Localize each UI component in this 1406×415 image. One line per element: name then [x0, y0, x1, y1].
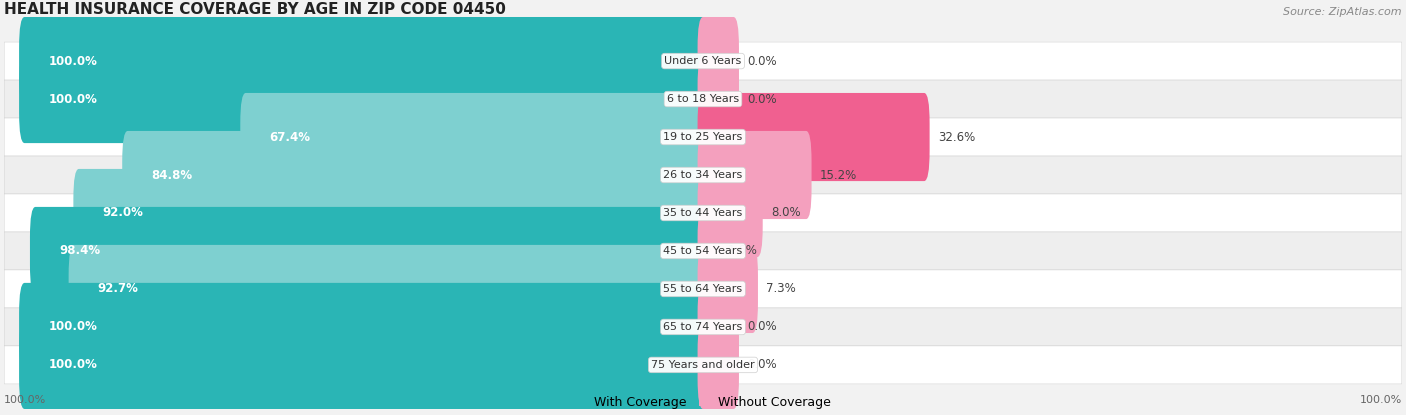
Legend: With Coverage, Without Coverage: With Coverage, Without Coverage — [571, 391, 835, 414]
FancyBboxPatch shape — [122, 131, 709, 219]
Text: 26 to 34 Years: 26 to 34 Years — [664, 170, 742, 180]
FancyBboxPatch shape — [4, 156, 1402, 194]
Text: 55 to 64 Years: 55 to 64 Years — [664, 284, 742, 294]
FancyBboxPatch shape — [4, 346, 1402, 384]
Text: 7.3%: 7.3% — [766, 283, 796, 295]
Text: 100.0%: 100.0% — [48, 54, 97, 68]
Text: 0.0%: 0.0% — [747, 359, 776, 371]
FancyBboxPatch shape — [20, 17, 709, 105]
FancyBboxPatch shape — [697, 321, 740, 409]
Text: 35 to 44 Years: 35 to 44 Years — [664, 208, 742, 218]
FancyBboxPatch shape — [240, 93, 709, 181]
FancyBboxPatch shape — [20, 283, 709, 371]
FancyBboxPatch shape — [4, 42, 1402, 80]
Text: Under 6 Years: Under 6 Years — [665, 56, 741, 66]
Text: 65 to 74 Years: 65 to 74 Years — [664, 322, 742, 332]
Text: 92.7%: 92.7% — [98, 283, 139, 295]
Text: 98.4%: 98.4% — [59, 244, 100, 257]
Text: 100.0%: 100.0% — [1360, 395, 1402, 405]
Text: 0.0%: 0.0% — [747, 93, 776, 105]
FancyBboxPatch shape — [4, 194, 1402, 232]
Text: 67.4%: 67.4% — [270, 131, 311, 144]
FancyBboxPatch shape — [4, 118, 1402, 156]
Text: 100.0%: 100.0% — [48, 359, 97, 371]
FancyBboxPatch shape — [73, 169, 709, 257]
FancyBboxPatch shape — [4, 308, 1402, 346]
FancyBboxPatch shape — [69, 245, 709, 333]
Text: 0.0%: 0.0% — [747, 54, 776, 68]
Text: 75 Years and older: 75 Years and older — [651, 360, 755, 370]
Text: 1.6%: 1.6% — [727, 244, 758, 257]
FancyBboxPatch shape — [697, 17, 740, 105]
Text: 45 to 54 Years: 45 to 54 Years — [664, 246, 742, 256]
Text: 19 to 25 Years: 19 to 25 Years — [664, 132, 742, 142]
FancyBboxPatch shape — [697, 245, 758, 333]
FancyBboxPatch shape — [697, 131, 811, 219]
FancyBboxPatch shape — [4, 80, 1402, 118]
FancyBboxPatch shape — [20, 321, 709, 409]
Text: 92.0%: 92.0% — [103, 207, 143, 220]
Text: 100.0%: 100.0% — [4, 395, 46, 405]
FancyBboxPatch shape — [20, 55, 709, 143]
FancyBboxPatch shape — [697, 93, 929, 181]
Text: 6 to 18 Years: 6 to 18 Years — [666, 94, 740, 104]
FancyBboxPatch shape — [4, 232, 1402, 270]
FancyBboxPatch shape — [30, 207, 709, 295]
Text: 8.0%: 8.0% — [770, 207, 800, 220]
Text: Source: ZipAtlas.com: Source: ZipAtlas.com — [1284, 7, 1402, 17]
FancyBboxPatch shape — [4, 270, 1402, 308]
Text: 100.0%: 100.0% — [48, 93, 97, 105]
Text: 100.0%: 100.0% — [48, 320, 97, 333]
Text: 32.6%: 32.6% — [938, 131, 974, 144]
FancyBboxPatch shape — [697, 207, 720, 295]
Text: 84.8%: 84.8% — [152, 168, 193, 181]
Text: 15.2%: 15.2% — [820, 168, 856, 181]
FancyBboxPatch shape — [697, 55, 740, 143]
FancyBboxPatch shape — [697, 283, 740, 371]
Text: HEALTH INSURANCE COVERAGE BY AGE IN ZIP CODE 04450: HEALTH INSURANCE COVERAGE BY AGE IN ZIP … — [4, 2, 506, 17]
FancyBboxPatch shape — [697, 169, 762, 257]
Text: 0.0%: 0.0% — [747, 320, 776, 333]
